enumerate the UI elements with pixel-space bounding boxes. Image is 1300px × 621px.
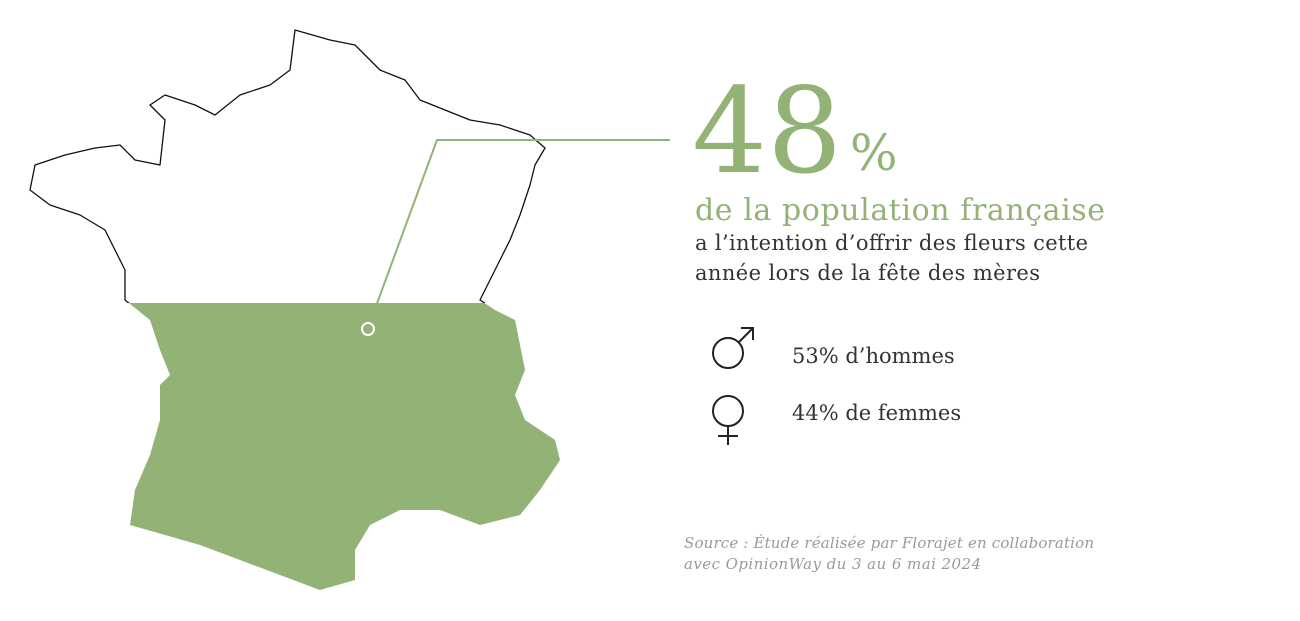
- headline-unit: %: [850, 124, 898, 182]
- leader-line: [367, 139, 670, 329]
- female-icon: [712, 395, 744, 445]
- breakdown-label: 44% de femmes: [792, 401, 961, 425]
- headline-number: 48: [692, 62, 842, 200]
- france-map: [29, 29, 561, 590]
- source: Source : Étude réalisée par Florajet en …: [684, 534, 1094, 552]
- headline-text: année lors de la fête des mères: [695, 261, 1040, 285]
- male-icon: [712, 327, 754, 369]
- headline-text: a l’intention d’offrir des fleurs cette: [695, 231, 1088, 255]
- breakdown-label: 53% d’hommes: [792, 344, 955, 368]
- headline-subtitle: de la population française: [695, 193, 1105, 228]
- source: avec OpinionWay du 3 au 6 mai 2024: [684, 555, 981, 573]
- leader-dot: [361, 322, 375, 336]
